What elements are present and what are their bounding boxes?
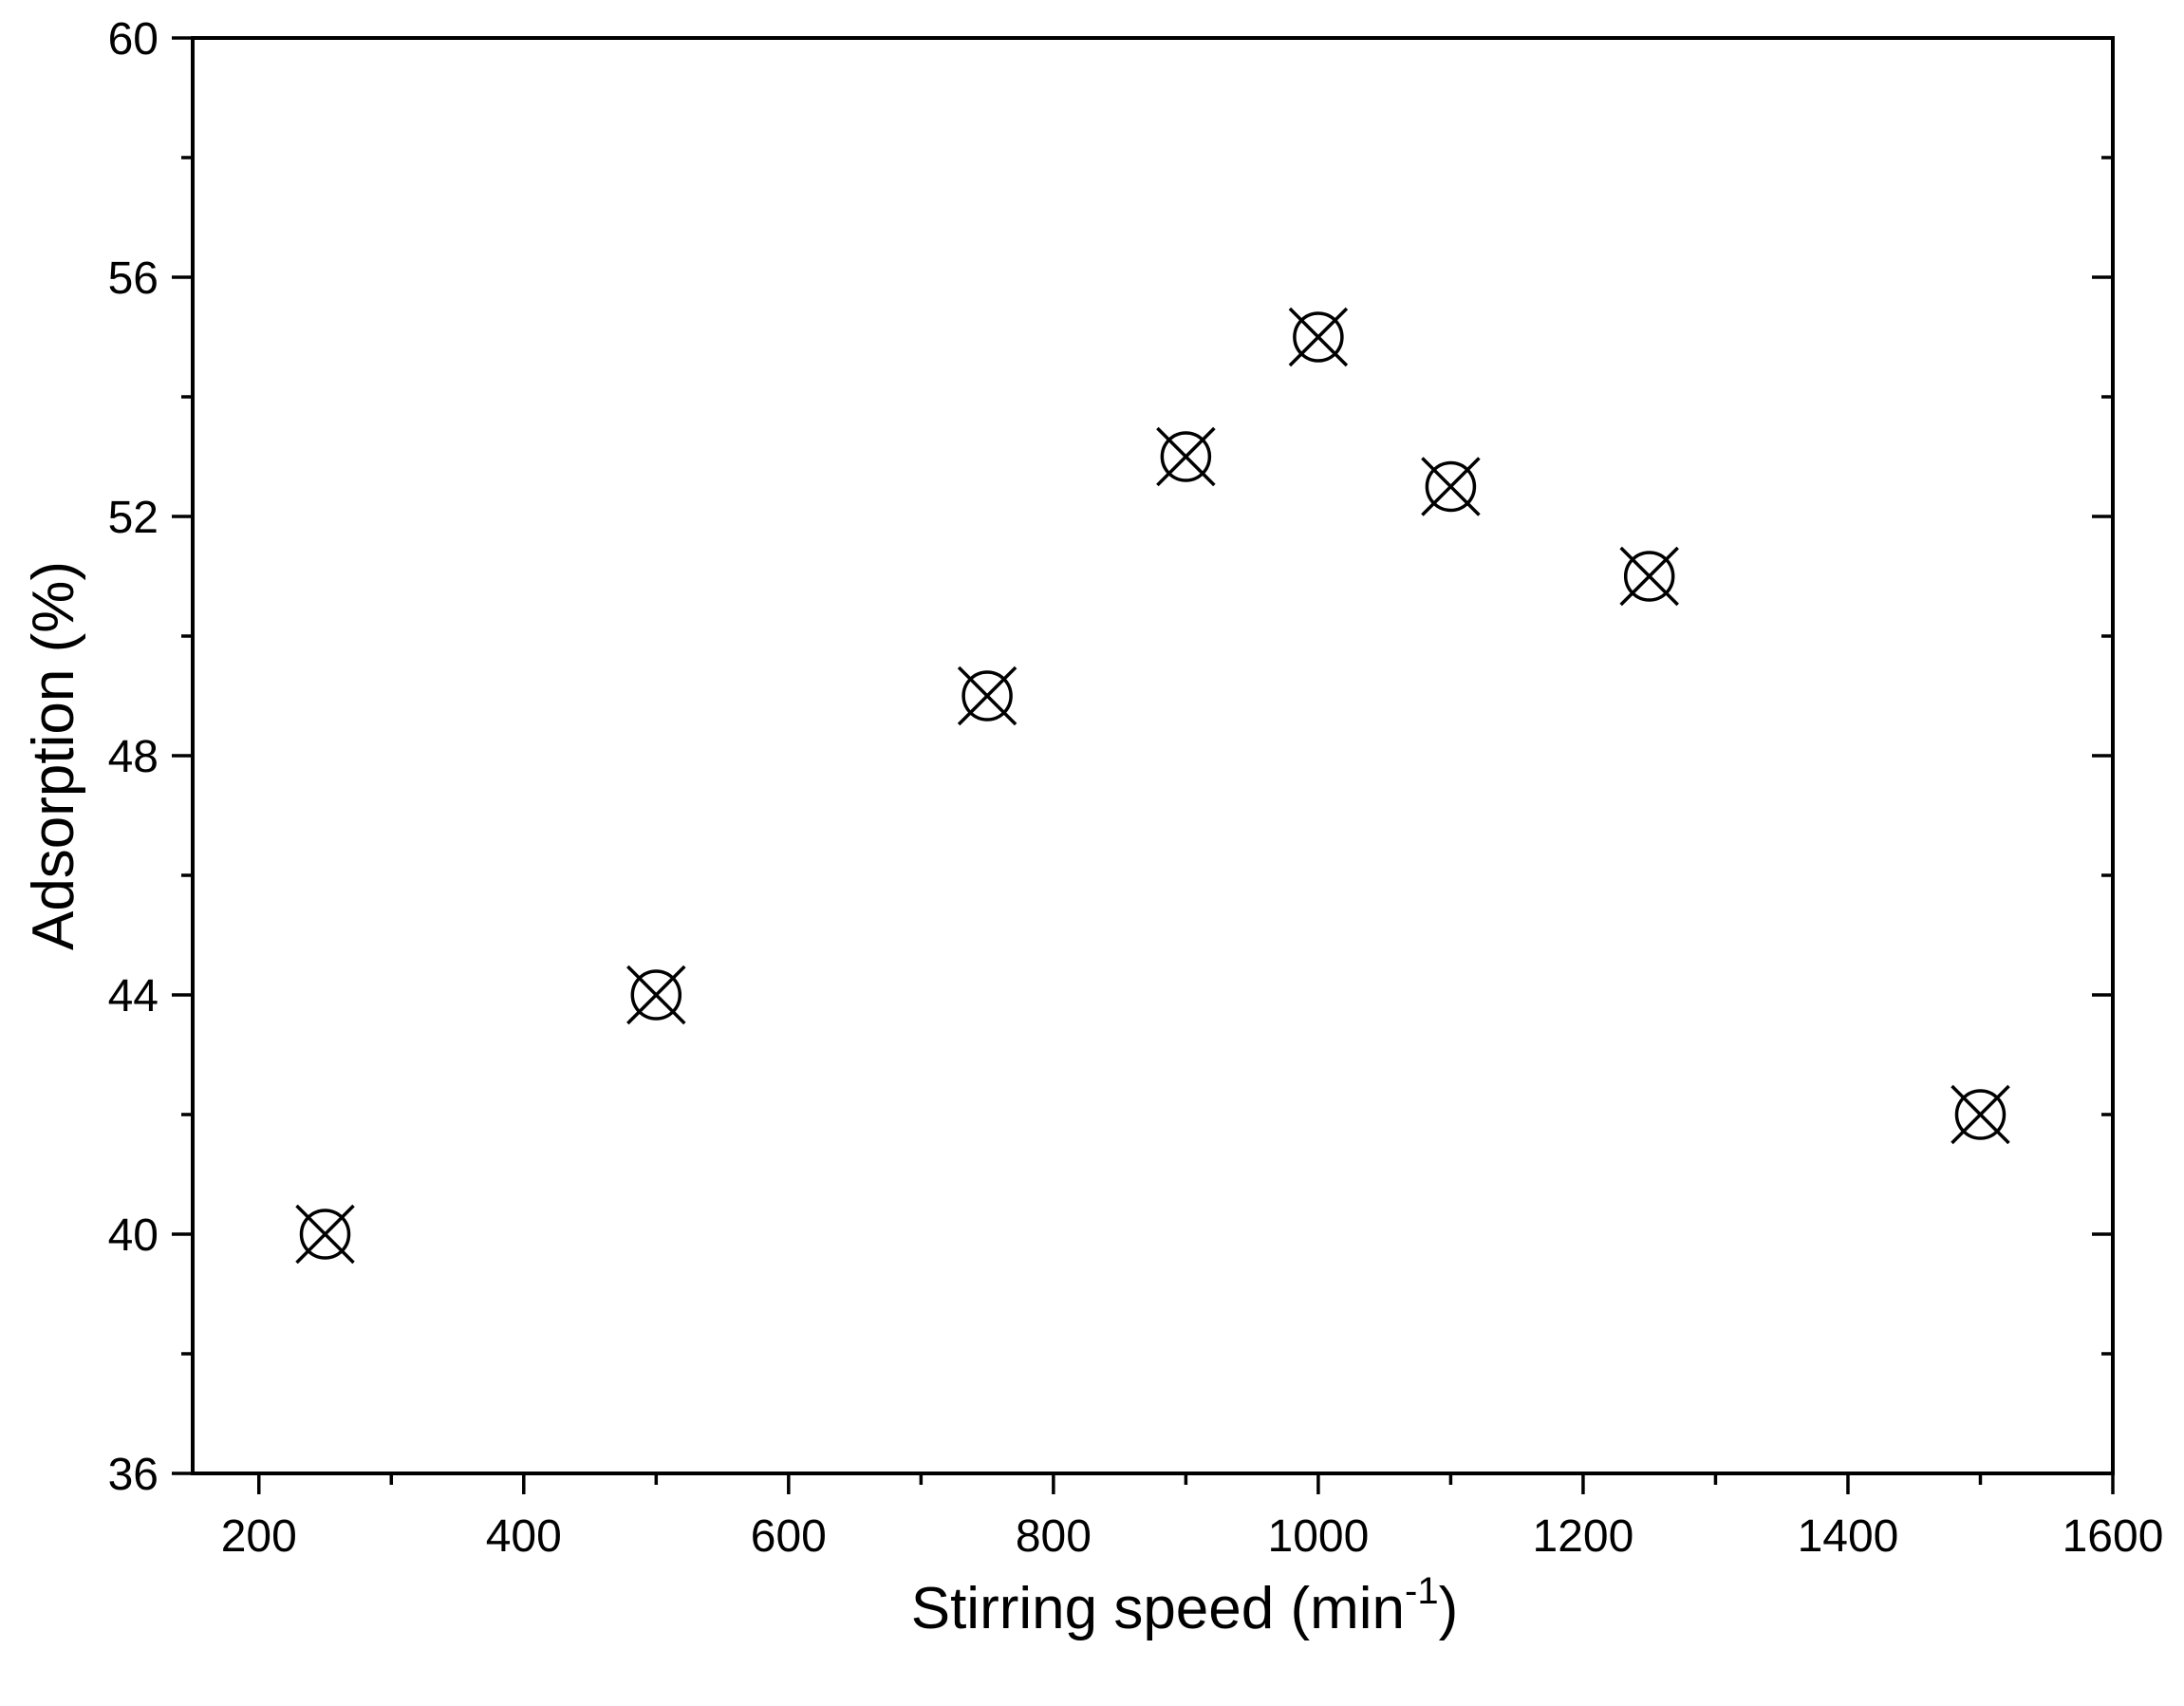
data-point-marker [1156, 426, 1216, 487]
x-tick-label: 1400 [1798, 1511, 1899, 1562]
data-point-marker [626, 965, 686, 1025]
data-points [295, 307, 2010, 1265]
marker-cross-b [957, 666, 1017, 726]
y-tick-label: 56 [108, 253, 159, 304]
x-tick-label: 600 [751, 1511, 827, 1562]
data-point-marker [1421, 457, 1481, 516]
y-axis-title: Adsorption (%) [21, 561, 86, 950]
marker-cross-b [295, 1204, 355, 1265]
data-point-marker [1619, 546, 1679, 607]
x-axis-title-suffix: ) [1439, 1576, 1459, 1641]
marker-cross-b [1951, 1084, 2010, 1145]
marker-circle [1425, 460, 1477, 513]
marker-circle [1160, 431, 1212, 482]
x-tick-label: 400 [486, 1511, 562, 1562]
x-tick-label: 800 [1016, 1511, 1092, 1562]
y-tick-label: 40 [108, 1210, 159, 1261]
marker-circle [1293, 311, 1344, 363]
data-point-marker [295, 1204, 355, 1265]
marker-cross-b [1421, 457, 1481, 516]
data-point-marker [957, 666, 1017, 726]
y-tick-label: 48 [108, 732, 159, 782]
marker-cross-b [1619, 546, 1679, 607]
x-axis-title: Stirring speed (min-1) [911, 1570, 1459, 1641]
plot-frame [191, 36, 2115, 1475]
marker-circle [1623, 551, 1675, 602]
marker-circle [961, 670, 1013, 722]
y-tick-label: 44 [108, 971, 159, 1022]
x-tick-label: 200 [221, 1511, 297, 1562]
y-tick-label: 52 [108, 493, 159, 543]
x-axis-title-main: Stirring speed (min [911, 1576, 1405, 1641]
x-tick-label: 1200 [1533, 1511, 1634, 1562]
data-point-marker [1288, 307, 1349, 367]
marker-cross-b [626, 965, 686, 1025]
marker-circle [1954, 1089, 2007, 1140]
y-tick-label: 60 [108, 14, 159, 65]
marker-cross-b [1288, 307, 1349, 367]
x-tick-label: 1600 [2063, 1511, 2164, 1562]
marker-cross-b [1156, 426, 1216, 487]
marker-circle [299, 1209, 351, 1260]
y-tick-label: 36 [108, 1450, 159, 1500]
marker-circle [630, 969, 682, 1021]
data-point-marker [1951, 1084, 2010, 1145]
x-axis-title-superscript: -1 [1405, 1570, 1439, 1612]
x-tick-label: 1000 [1268, 1511, 1370, 1562]
axis-tick-labels: 200 400 600 800 1000 1200 1400 1600 36 40 44 48 52 56… [108, 14, 2164, 1562]
